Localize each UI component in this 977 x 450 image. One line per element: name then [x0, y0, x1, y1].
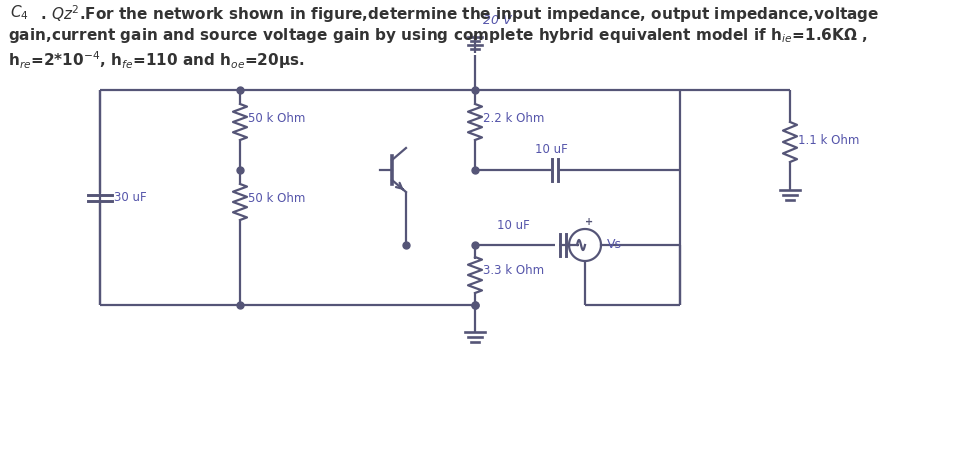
Text: 1.1 k Ohm: 1.1 k Ohm [797, 134, 859, 147]
Text: 10 uF: 10 uF [534, 143, 567, 156]
Text: . $\mathit{Qz^2}$.For the network shown in figure,determine the input impedance,: . $\mathit{Qz^2}$.For the network shown … [40, 3, 878, 25]
Text: Vs: Vs [607, 238, 621, 252]
Text: +: + [584, 217, 592, 227]
Text: 2.2 k Ohm: 2.2 k Ohm [483, 112, 544, 125]
Text: 50 k Ohm: 50 k Ohm [248, 192, 305, 204]
Text: $\mathit{C_4}$: $\mathit{C_4}$ [10, 3, 28, 22]
Text: 50 k Ohm: 50 k Ohm [248, 112, 305, 125]
Text: gain,current gain and source voltage gain by using complete hybrid equivalent mo: gain,current gain and source voltage gai… [8, 26, 867, 45]
Text: 3.3 k Ohm: 3.3 k Ohm [483, 265, 543, 278]
Text: h$_{re}$=2*10$^{-4}$, h$_{fe}$=110 and h$_{oe}$=20μs.: h$_{re}$=2*10$^{-4}$, h$_{fe}$=110 and h… [8, 49, 304, 71]
Text: 20 V: 20 V [483, 14, 511, 27]
Text: 30 uF: 30 uF [114, 191, 147, 204]
Text: 10 uF: 10 uF [496, 219, 530, 232]
